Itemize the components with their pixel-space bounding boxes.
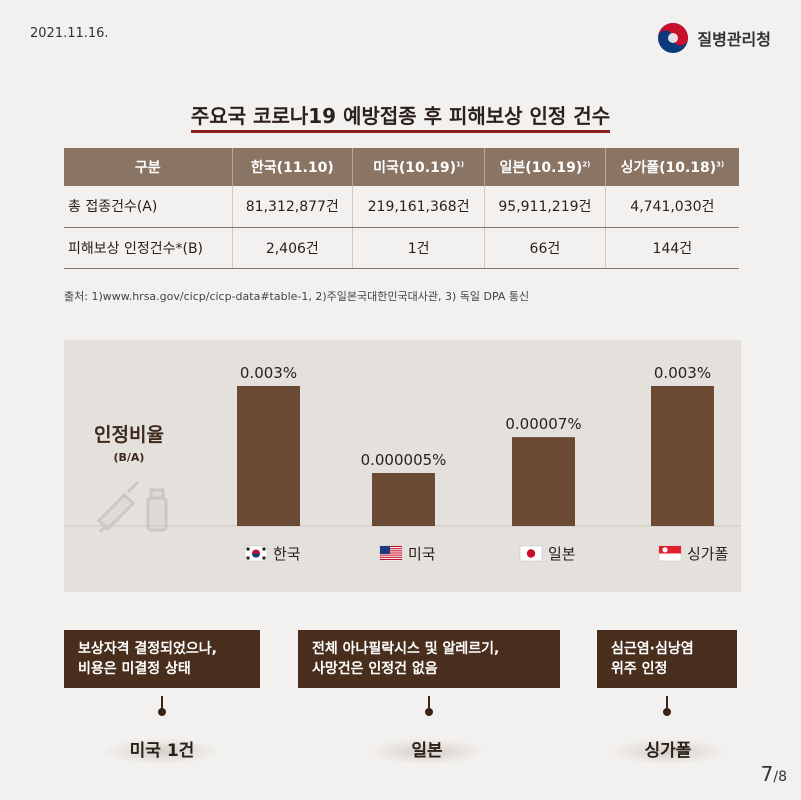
category-label: 한국: [273, 545, 301, 563]
table-row: 피해보상 인정건수*(B) 2,406건 1건 66건 144건: [64, 227, 739, 269]
note-country-label: 싱가폴: [588, 736, 748, 765]
category-label: 싱가폴: [687, 545, 728, 563]
chart-title: 인정비율: [94, 424, 164, 446]
agency-logo: 질병관리청: [657, 22, 771, 54]
table-cell: 144건: [605, 227, 739, 269]
bar-3: [651, 386, 714, 526]
table-header-cell: 구분: [64, 148, 233, 186]
date: 2021.11.16.: [30, 26, 109, 41]
chart-panel: 인정비율 (B/A) 0.003% 한국 0.000005% 미국 0.00007% 일본…: [64, 340, 741, 592]
note-line: 비용은 미결정 상태: [78, 661, 191, 677]
note-line: 위주 인정: [611, 661, 668, 677]
note-line: 전체 아나필락시스 및 알레르기,: [312, 641, 500, 657]
note-box: 전체 아나필락시스 및 알레르기, 사망건은 인정건 없음: [298, 630, 560, 688]
comparison-table: 구분 한국(11.10) 미국(10.19)1) 일본(10.19)2) 싱가폴…: [64, 148, 739, 269]
taegeuk-logo-icon: [658, 23, 689, 53]
note-country-label: 일본: [347, 736, 507, 765]
chart-title-block: 인정비율 (B/A): [94, 420, 164, 464]
singapore-flag-icon: [658, 545, 682, 562]
row-label: 총 접종건수(A): [64, 186, 233, 228]
data-label: 0.000005%: [361, 451, 447, 469]
table-cell: 2,406건: [232, 227, 354, 269]
note-line: 보상자격 결정되었으나,: [78, 641, 217, 657]
table-cell: 66건: [484, 227, 606, 269]
note-line: 심근염·심낭염: [611, 641, 694, 657]
chart-subtitle: (B/A): [113, 451, 145, 464]
page-title: 주요국 코로나19 예방접종 후 피해보상 인정 건수: [0, 100, 801, 133]
note-connector: [425, 696, 433, 716]
row-label: 피해보상 인정건수*(B): [64, 227, 233, 269]
syringe-vial-icon: [96, 480, 168, 534]
category-label: 일본: [548, 545, 576, 563]
bar-0: [237, 386, 300, 526]
note-connector: [158, 696, 166, 716]
data-label: 0.003%: [654, 364, 711, 382]
table-header-cell: 싱가폴(10.18)3): [605, 148, 739, 186]
bar-2: [512, 437, 575, 526]
table-header-cell: 일본(10.19)2): [484, 148, 606, 186]
table-header-row: 구분 한국(11.10) 미국(10.19)1) 일본(10.19)2) 싱가폴…: [64, 148, 739, 186]
korea-flag-icon: [244, 545, 268, 562]
page-number: 7/8: [760, 762, 787, 786]
table-cell: 219,161,368건: [352, 186, 486, 228]
table-row: 총 접종건수(A) 81,312,877건 219,161,368건 95,91…: [64, 186, 739, 228]
japan-flag-icon: [519, 545, 543, 562]
source-note: 출처: 1)www.hrsa.gov/cicp/cicp-data#table-…: [64, 290, 530, 303]
table-cell: 81,312,877건: [232, 186, 354, 228]
data-label: 0.00007%: [505, 415, 581, 433]
bar-chart: 0.003% 한국 0.000005% 미국 0.00007% 일본 0.003% 싱가폴: [64, 364, 741, 563]
data-label: 0.003%: [240, 364, 297, 382]
note-country-label: 미국 1건: [82, 736, 242, 765]
note-box: 보상자격 결정되었으나, 비용은 미결정 상태: [64, 630, 260, 688]
agency-name: 질병관리청: [697, 30, 771, 49]
usa-flag-icon: [379, 545, 403, 562]
table-cell: 95,911,219건: [484, 186, 606, 228]
note-connector: [663, 696, 671, 716]
category-label: 미국: [408, 545, 436, 563]
bar-1: [372, 473, 435, 526]
table-header-cell: 미국(10.19)1): [352, 148, 486, 186]
table-cell: 4,741,030건: [605, 186, 739, 228]
table-header-cell: 한국(11.10): [232, 148, 354, 186]
table-cell: 1건: [352, 227, 486, 269]
note-line: 사망건은 인정건 없음: [312, 661, 438, 677]
